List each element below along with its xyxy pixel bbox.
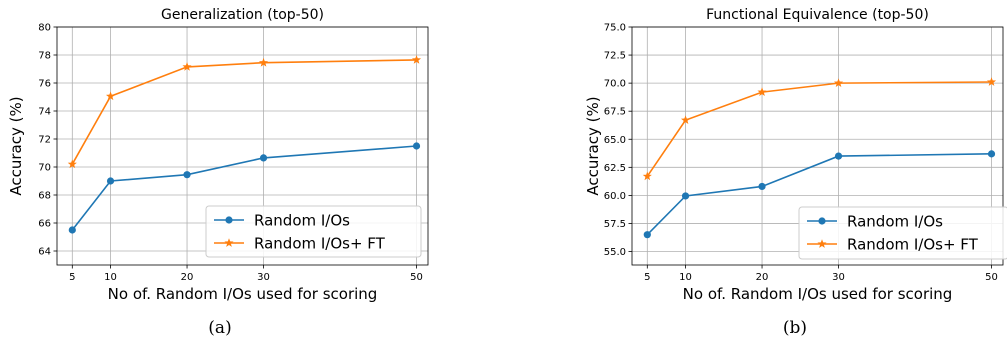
y-tick-label: 68 bbox=[38, 191, 51, 202]
y-tick-label: 66 bbox=[38, 219, 51, 230]
x-tick-label: 20 bbox=[181, 272, 194, 283]
x-tick-label: 20 bbox=[756, 272, 769, 283]
y-tick-label: 57.5 bbox=[604, 219, 626, 230]
data-point bbox=[183, 171, 191, 179]
chart-a: 5 10 20 30 50 64 66 68 70 72 74 76 78 80 Generalizatio… bbox=[7, 7, 429, 303]
y-tick-label: 64 bbox=[38, 247, 51, 258]
legend-label: Random I/Os bbox=[254, 212, 350, 230]
data-point bbox=[643, 231, 651, 239]
data-point bbox=[681, 192, 690, 200]
legend-label: Random I/Os bbox=[847, 213, 943, 231]
legend-label: Random I/Os+ FT bbox=[847, 236, 979, 254]
y-axis-label: Accuracy (%) bbox=[7, 96, 25, 195]
axes-frame bbox=[631, 26, 1004, 266]
y-tick-label: 62.5 bbox=[604, 163, 626, 174]
data-point bbox=[258, 57, 269, 67]
y-axis-label: Accuracy (%) bbox=[584, 96, 602, 195]
legend-box bbox=[205, 205, 422, 258]
y-tick-label: 74 bbox=[38, 107, 51, 118]
y-tick-label: 78 bbox=[38, 51, 51, 62]
x-tick-label: 50 bbox=[410, 272, 423, 283]
axes-frame bbox=[56, 26, 429, 266]
chart-title: Functional Equivalence (top-50) bbox=[706, 7, 929, 23]
legend-label: Random I/Os+ FT bbox=[254, 235, 386, 253]
data-point bbox=[105, 91, 116, 101]
y-tick-label: 55.0 bbox=[604, 247, 626, 258]
y-tick-label: 76 bbox=[38, 79, 51, 90]
data-point bbox=[757, 87, 767, 96]
x-tick-label: 30 bbox=[832, 272, 845, 283]
panel-caption-b: (b) bbox=[782, 318, 808, 338]
legend-marker bbox=[818, 217, 826, 225]
data-point bbox=[758, 182, 766, 191]
data-point bbox=[833, 78, 844, 88]
y-tick-label: 80 bbox=[38, 23, 51, 34]
x-tick-label: 10 bbox=[679, 272, 692, 283]
data-point bbox=[68, 226, 76, 234]
x-tick-label: 30 bbox=[257, 272, 270, 283]
data-point bbox=[987, 150, 996, 158]
y-tick-label: 67.5 bbox=[604, 107, 626, 118]
legend-marker bbox=[224, 238, 234, 247]
data-point bbox=[412, 142, 421, 150]
data-point bbox=[106, 177, 115, 185]
x-tick-label: 50 bbox=[985, 272, 998, 283]
legend: Random I/Os Random I/Os+ FT bbox=[205, 205, 422, 258]
x-tick-label: 5 bbox=[69, 272, 75, 283]
y-tick-label: 70.0 bbox=[604, 79, 626, 90]
data-point bbox=[411, 55, 422, 64]
x-tick-label: 10 bbox=[104, 272, 117, 283]
legend-marker bbox=[817, 239, 827, 248]
y-tick-label: 65.0 bbox=[604, 135, 626, 146]
y-tick-label: 72.5 bbox=[604, 51, 626, 62]
data-point bbox=[182, 62, 192, 71]
chart-b: 5 10 20 30 50 55.0 57.5 60.0 62.5 65.0 67.5 70.0 72.… bbox=[584, 7, 1007, 303]
data-point bbox=[986, 77, 997, 86]
x-axis-label: No of. Random I/Os used for scoring bbox=[683, 285, 953, 303]
legend: Random I/Os Random I/Os+ FT bbox=[798, 206, 1007, 260]
legend-box bbox=[798, 206, 1007, 260]
y-tick-label: 70 bbox=[38, 163, 51, 174]
data-point bbox=[834, 152, 843, 160]
x-axis-label: No of. Random I/Os used for scoring bbox=[108, 285, 378, 303]
legend-marker bbox=[225, 216, 233, 224]
x-tick-label: 5 bbox=[644, 272, 650, 283]
data-point bbox=[680, 115, 691, 125]
y-tick-label: 60.0 bbox=[604, 191, 626, 202]
data-point bbox=[67, 159, 77, 169]
data-point bbox=[642, 171, 652, 181]
panel-caption-a: (a) bbox=[208, 318, 232, 338]
data-point bbox=[259, 154, 268, 162]
y-tick-label: 75.0 bbox=[604, 23, 626, 34]
y-tick-label: 72 bbox=[38, 135, 51, 146]
chart-title: Generalization (top-50) bbox=[161, 7, 324, 23]
